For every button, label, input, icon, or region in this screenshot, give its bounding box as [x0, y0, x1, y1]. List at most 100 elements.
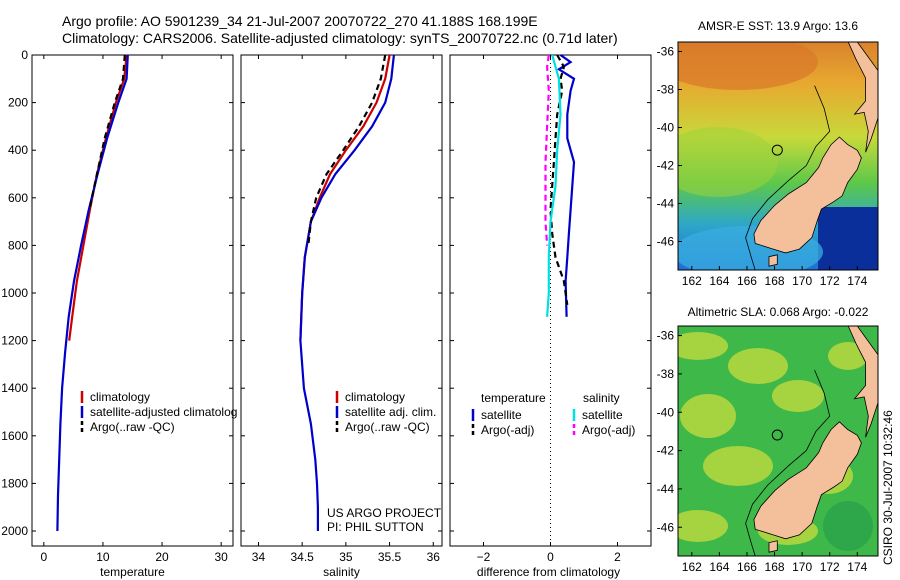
x-tick-label: 35 [339, 550, 353, 564]
map-x-tick-label: 166 [737, 560, 757, 574]
south-island-land [753, 136, 862, 254]
y-tick-label: 200 [8, 96, 28, 110]
legend-label: Argo(-adj) [481, 423, 534, 437]
isobath-line [745, 85, 831, 270]
x-tick-label: 36 [427, 550, 441, 564]
x-tick-label: −2 [477, 550, 491, 564]
map-x-tick-label: 174 [847, 560, 867, 574]
map-x-tick-label: 168 [765, 274, 785, 288]
y-tick-label: 1200 [1, 334, 28, 348]
warm-patch [678, 42, 818, 90]
series-line-temperature-satellite [556, 54, 576, 317]
map-y-tick-label: -46 [657, 520, 675, 534]
y-tick-label: 1800 [1, 476, 28, 490]
x-tick-label: 35.5 [378, 550, 402, 564]
sla-map-title: Altimetric SLA: 0.068 Argo: -0.022 [688, 305, 869, 319]
north-island-land [847, 42, 878, 153]
map-x-tick-label: 164 [709, 560, 729, 574]
x-tick-label: 34.5 [290, 550, 314, 564]
legend-label: Argo(-adj) [582, 423, 635, 437]
map-frame [677, 41, 879, 271]
legend-label: Argo(..raw -QC) [90, 420, 175, 434]
annotation-line-2: PI: PHIL SUTTON [327, 520, 424, 534]
y-tick-label: 800 [8, 238, 28, 252]
map-field [678, 326, 878, 556]
x-tick-label: 30 [214, 550, 228, 564]
series-line-temperature-argo-adj- [549, 54, 569, 306]
legend-label: satellite [582, 408, 623, 422]
x-tick-label: 0 [40, 550, 47, 564]
series-line-salinity-satellite [546, 54, 562, 317]
legend-header-temperature: temperature [481, 391, 546, 405]
map-y-tick-label: -44 [657, 197, 675, 211]
map-x-tick-label: 172 [820, 274, 840, 288]
y-tick-label: 1400 [1, 381, 28, 395]
y-tick-label: 600 [8, 191, 28, 205]
map-sla-map: 162 164 166 168 170 172 174 -36 -38 -40 -42 -44 -46 [657, 325, 879, 574]
map-y-tick-label: -38 [657, 367, 675, 381]
map-y-tick-label: -42 [657, 444, 675, 458]
legend-label: satellite-adjusted climatolog [90, 405, 237, 419]
sla-high-patch [678, 332, 728, 360]
map-sst-map: 162 164 166 168 170 172 174 -36 -38 -40 -42 -44 -46 [657, 41, 879, 288]
stewart-island-land [768, 540, 778, 553]
x-axis-label: difference from climatology [477, 565, 620, 579]
profile-panel-temperature: 0 200 400 600 800 1000 1200 1400 1600 1800 2000 0 10… [1, 48, 237, 579]
panel-frame [31, 54, 234, 547]
sla-high-patch [680, 394, 736, 438]
map-x-tick-label: 162 [682, 560, 702, 574]
argo-float-marker [771, 429, 783, 441]
x-tick-label: 2 [614, 550, 621, 564]
map-x-tick-label: 166 [737, 274, 757, 288]
legend-header-salinity: salinity [583, 391, 620, 405]
x-axis-label: salinity [323, 565, 360, 579]
x-tick-label: 34 [252, 550, 266, 564]
panel-frame [240, 54, 443, 547]
sla-low-patch [823, 501, 873, 551]
isobath-line [745, 369, 831, 556]
map-y-tick-label: -44 [657, 482, 675, 496]
map-x-tick-label: 174 [847, 274, 867, 288]
map-y-tick-label: -42 [657, 159, 675, 173]
map-y-tick-label: -40 [657, 405, 675, 419]
map-y-tick-label: -40 [657, 121, 675, 135]
map-y-tick-label: -36 [657, 45, 675, 59]
series-line-satellite-adj-clim- [299, 54, 395, 531]
y-tick-label: 0 [21, 48, 28, 62]
profile-panel-salinity: 34 34.5 35 35.5 36 salinity climatologysatelli… [240, 54, 443, 579]
map-x-tick-label: 162 [682, 274, 702, 288]
legend-label: satellite [481, 408, 522, 422]
map-y-tick-label: -38 [657, 83, 675, 97]
series-line-satellite-adjusted-climatolog [56, 54, 129, 532]
sla-high-patch [678, 510, 728, 542]
figure-title-line2: Climatology: CARS2006. Satellite-adjuste… [62, 30, 618, 46]
map-x-tick-label: 170 [792, 274, 812, 288]
us-argo-annotation: US ARGO PROJECT PI: PHIL SUTTON [327, 506, 442, 534]
legend-label: Argo(..raw -QC) [345, 420, 430, 434]
sla-high-patch [728, 348, 788, 384]
map-frame [677, 325, 879, 557]
sla-high-patch [703, 446, 773, 486]
map-x-tick-label: 168 [765, 560, 785, 574]
legend-label: satellite adj. clim. [345, 405, 436, 419]
sla-high-patch [772, 380, 824, 412]
stewart-island-land [768, 254, 778, 267]
y-tick-label: 1000 [1, 286, 28, 300]
series-line-salinity-argo-adj- [544, 54, 550, 246]
x-tick-label: 20 [155, 550, 169, 564]
south-island-land [753, 421, 862, 540]
map-field [678, 42, 878, 270]
legend-label: climatology [345, 390, 405, 404]
sst-map-title: AMSR-E SST: 13.9 Argo: 13.6 [698, 19, 858, 33]
panel-frame [449, 54, 652, 547]
map-y-tick-label: -36 [657, 329, 675, 343]
map-x-tick-label: 172 [820, 560, 840, 574]
y-tick-label: 1600 [1, 429, 28, 443]
x-axis-label: temperature [100, 565, 165, 579]
annotation-line-1: US ARGO PROJECT [327, 506, 442, 520]
y-tick-label: 2000 [1, 524, 28, 538]
map-x-tick-label: 164 [709, 274, 729, 288]
timestamp-stamp: CSIRO 30-Jul-2007 10:32:46 [881, 410, 895, 565]
cold-patch [818, 207, 878, 270]
